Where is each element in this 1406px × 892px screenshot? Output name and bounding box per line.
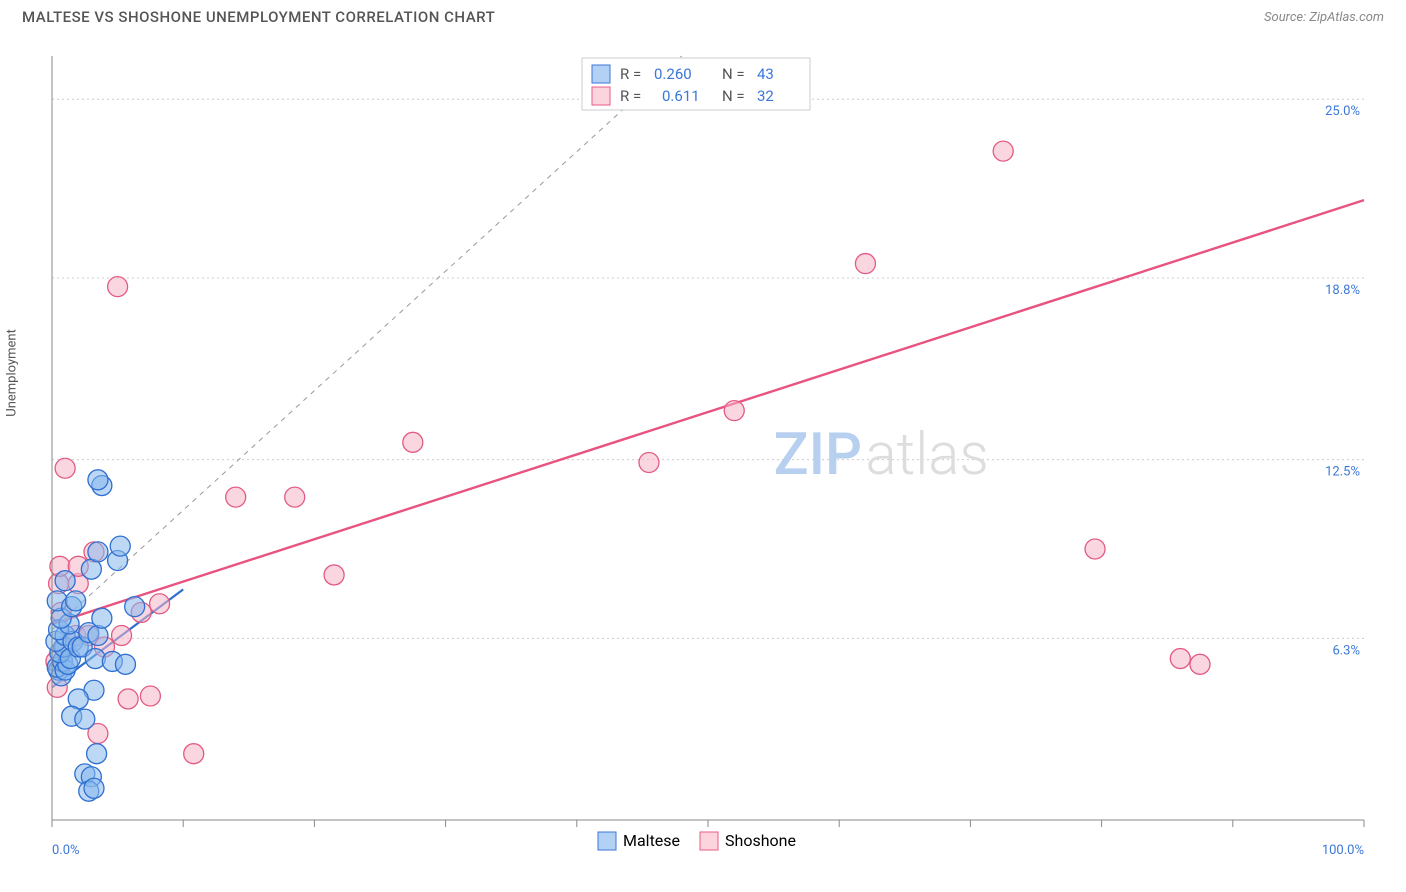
point-shoshone: [108, 277, 128, 297]
y-tick-label: 18.8%: [1325, 283, 1360, 298]
point-shoshone: [639, 453, 659, 473]
legend-label-maltese: Maltese: [623, 831, 680, 850]
legend-label-shoshone: Shoshone: [725, 831, 796, 850]
watermark-atlas: atlas: [865, 421, 988, 489]
stat-r-shoshone: 0.611: [662, 87, 700, 105]
point-maltese: [110, 536, 130, 556]
legend-swatch-shoshone: [592, 87, 610, 105]
point-shoshone: [118, 689, 138, 709]
point-shoshone: [140, 686, 160, 706]
svg-text:N =: N =: [722, 87, 745, 105]
y-tick-label: 6.3%: [1332, 643, 1360, 658]
y-tick-label: 25.0%: [1325, 104, 1360, 119]
point-shoshone: [855, 254, 875, 274]
point-maltese: [87, 744, 107, 764]
legend-swatch-shoshone-bottom: [700, 832, 718, 850]
stat-n-shoshone: 32: [757, 87, 774, 105]
trend-line-shoshone: [52, 200, 1364, 624]
svg-text:N =: N =: [722, 65, 745, 83]
point-maltese: [84, 778, 104, 798]
point-shoshone: [993, 141, 1013, 161]
point-shoshone: [112, 625, 132, 645]
point-shoshone: [184, 744, 204, 764]
x-tick-label: 0.0%: [52, 843, 80, 858]
stat-r-maltese: 0.260: [654, 65, 692, 83]
point-shoshone: [1190, 654, 1210, 674]
point-maltese: [88, 470, 108, 490]
stat-n-maltese: 43: [757, 65, 774, 83]
point-shoshone: [150, 594, 170, 614]
point-shoshone: [724, 401, 744, 421]
scatter-chart: ZIPatlas 0.0% 100.0% 6.3% 12.5% 18.8% 25.0% R =…: [22, 38, 1384, 868]
chart-container: Unemployment ZIPatlas0.0%100.0%6.3%12.5%…: [22, 38, 1384, 868]
point-shoshone: [324, 565, 344, 585]
source-credit: Source: ZipAtlas.com: [1264, 10, 1384, 25]
chart-title: MALTESE VS SHOSHONE UNEMPLOYMENT CORRELA…: [22, 8, 495, 26]
point-shoshone: [1085, 539, 1105, 559]
svg-text:R =: R =: [620, 65, 641, 83]
point-shoshone: [285, 487, 305, 507]
point-maltese: [115, 654, 135, 674]
point-maltese: [55, 571, 75, 591]
point-maltese: [125, 597, 145, 617]
point-shoshone: [403, 432, 423, 452]
point-shoshone: [1170, 649, 1190, 669]
legend-swatch-maltese: [592, 65, 610, 83]
point-maltese: [88, 625, 108, 645]
x-tick-label: 100.0%: [1322, 843, 1364, 858]
point-maltese: [88, 542, 108, 562]
legend-swatch-maltese-bottom: [598, 832, 616, 850]
point-shoshone: [226, 487, 246, 507]
y-tick-label: 12.5%: [1325, 465, 1360, 480]
y-axis-label: Unemployment: [5, 329, 20, 417]
point-maltese: [66, 591, 86, 611]
point-maltese: [75, 709, 95, 729]
svg-text:R =: R =: [620, 87, 641, 105]
point-maltese: [92, 608, 112, 628]
point-shoshone: [55, 458, 75, 478]
watermark-zip: ZIP: [774, 421, 862, 489]
